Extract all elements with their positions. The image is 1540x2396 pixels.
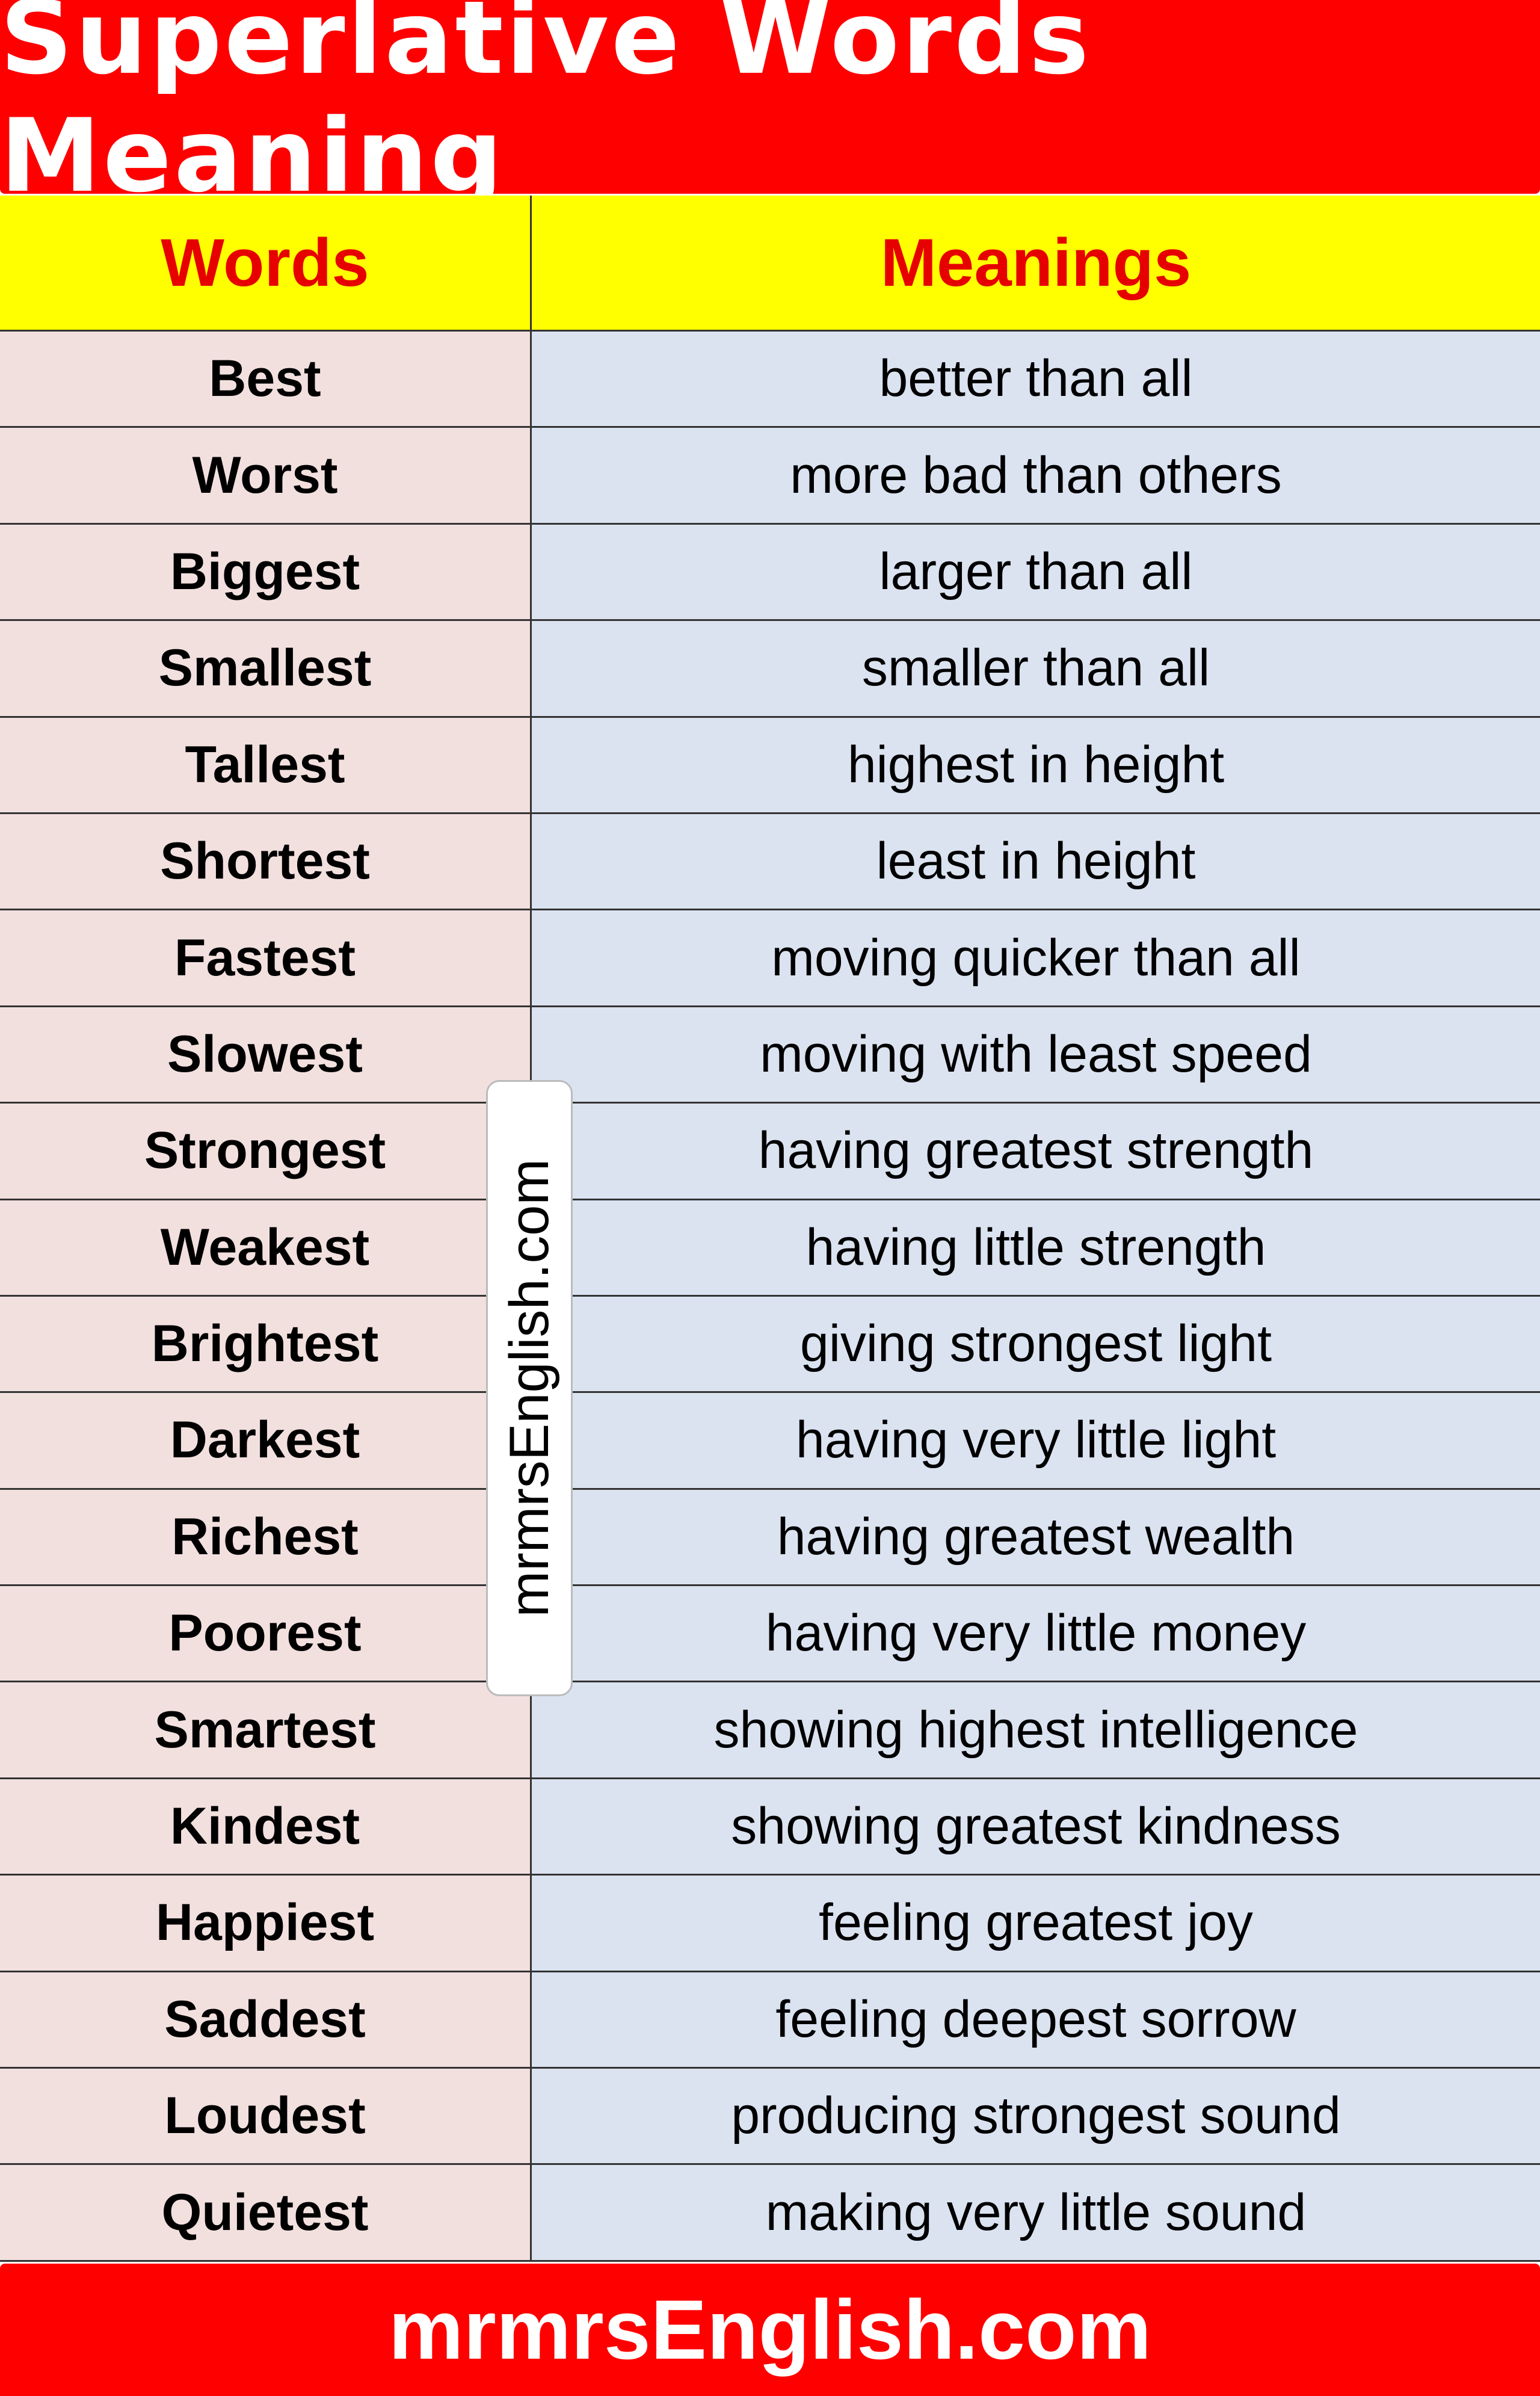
title: Superlative Words Meaning [0,0,1540,215]
table-row: Kindest showing greatest kindness [0,1779,1540,1876]
table-row: Smallest smaller than all [0,621,1540,718]
word-cell: Tallest [0,717,532,812]
meaning-cell: having greatest strength [532,1104,1540,1199]
word-cell: Smallest [0,621,532,716]
word-cell: Strongest [0,1104,532,1199]
word-cell: Fastest [0,910,532,1005]
meaning-cell: showing greatest kindness [532,1779,1540,1874]
meaning-cell: feeling greatest joy [532,1876,1540,1971]
word-cell: Saddest [0,1972,532,2067]
meaning-cell: larger than all [532,524,1540,620]
footer: mrmrsEnglish.com [0,2264,1540,2396]
table-row: Tallest highest in height [0,717,1540,814]
table-row: Happiest feeling greatest joy [0,1876,1540,1972]
meaning-cell: highest in height [532,717,1540,812]
meaning-cell: having little strength [532,1200,1540,1295]
meaning-cell: moving quicker than all [532,910,1540,1005]
table-row: Saddest feeling deepest sorrow [0,1972,1540,2069]
meaning-cell: showing highest intelligence [532,1682,1540,1777]
word-cell: Shortest [0,814,532,909]
word-cell: Poorest [0,1586,532,1681]
table-row: Shortest least in height [0,814,1540,911]
word-cell: Brightest [0,1296,532,1392]
word-cell: Loudest [0,2069,532,2164]
watermark: mrmrsEnglish.com [498,1159,560,1617]
table-row: Fastest moving quicker than all [0,910,1540,1007]
word-cell: Slowest [0,1007,532,1102]
table-row: Poorest having very little money [0,1586,1540,1683]
word-cell: Best [0,332,532,427]
word-cell: Darkest [0,1393,532,1488]
table-row: Slowest moving with least speed [0,1007,1540,1104]
table-row: Darkest having very little light [0,1393,1540,1490]
table-row: Worst more bad than others [0,428,1540,525]
table-row: Quietest making very little sound [0,2165,1540,2262]
table-row: Richest having greatest wealth [0,1489,1540,1587]
meaning-cell: least in height [532,814,1540,909]
table-row: Best better than all [0,332,1540,428]
watermark-box: mrmrsEnglish.com [486,1080,573,1696]
header-row: Words Meanings [0,196,1540,332]
meaning-cell: producing strongest sound [532,2069,1540,2164]
meaning-cell: giving strongest light [532,1296,1540,1392]
word-cell: Kindest [0,1779,532,1874]
word-cell: Weakest [0,1200,532,1295]
table-row: Strongest having greatest strength [0,1104,1540,1200]
table-row: Brightest giving strongest light [0,1296,1540,1394]
table-row: Biggest larger than all [0,524,1540,622]
word-cell: Richest [0,1489,532,1585]
table-row: Smartest showing highest intelligence [0,1682,1540,1779]
meaning-cell: moving with least speed [532,1007,1540,1102]
meaning-cell: having very little money [532,1586,1540,1681]
meaning-cell: better than all [532,332,1540,427]
meaning-cell: having very little light [532,1393,1540,1488]
meaning-cell: more bad than others [532,428,1540,523]
meaning-cell: making very little sound [532,2165,1540,2260]
word-cell: Quietest [0,2165,532,2260]
meaning-cell: having greatest wealth [532,1489,1540,1585]
word-cell: Smartest [0,1682,532,1777]
word-cell: Biggest [0,524,532,620]
column-header: Meanings [880,225,1192,300]
table: Words Meanings Best better than all Worst m… [0,196,1540,2262]
word-cell: Worst [0,428,532,523]
meaning-cell: smaller than all [532,621,1540,716]
table-row: Loudest producing strongest sound [0,2069,1540,2166]
word-cell: Happiest [0,1876,532,1971]
column-header: Words [0,196,532,330]
meaning-cell: feeling deepest sorrow [532,1972,1540,2067]
table-row: Weakest having little strength [0,1200,1540,1297]
